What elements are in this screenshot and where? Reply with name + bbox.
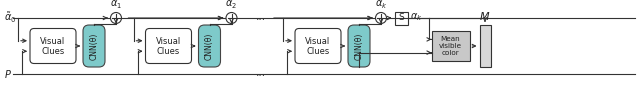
FancyBboxPatch shape (295, 28, 341, 63)
Text: Visual: Visual (305, 37, 331, 46)
Bar (431, 31, 470, 61)
FancyBboxPatch shape (145, 28, 191, 63)
FancyBboxPatch shape (348, 25, 370, 67)
Text: CNN(θ): CNN(θ) (205, 32, 214, 60)
Text: ...: ... (256, 68, 266, 78)
Text: Clues: Clues (42, 46, 65, 56)
Bar (394, 11, 408, 24)
Bar (479, 25, 490, 67)
Text: color: color (442, 50, 460, 56)
Text: Clues: Clues (157, 46, 180, 56)
FancyBboxPatch shape (83, 25, 105, 67)
Text: CNN(θ): CNN(θ) (90, 32, 99, 60)
Text: $\alpha_k$: $\alpha_k$ (410, 11, 422, 23)
FancyBboxPatch shape (30, 28, 76, 63)
Text: $\tilde{\alpha}_1$: $\tilde{\alpha}_1$ (110, 0, 122, 11)
Text: CNN(θ): CNN(θ) (355, 32, 364, 60)
Text: Mean: Mean (441, 36, 460, 42)
Circle shape (376, 12, 387, 23)
Text: Clues: Clues (307, 46, 330, 56)
Circle shape (111, 12, 122, 23)
Text: $P$: $P$ (4, 68, 12, 80)
Text: Visual: Visual (40, 37, 66, 46)
Text: Visual: Visual (156, 37, 181, 46)
Text: ...: ... (256, 12, 266, 22)
Circle shape (226, 12, 237, 23)
Text: visible: visible (439, 43, 462, 49)
Text: $\tilde{\alpha}_0$: $\tilde{\alpha}_0$ (4, 11, 17, 25)
Text: $M$: $M$ (479, 10, 491, 22)
Text: $\tilde{\alpha}_k$: $\tilde{\alpha}_k$ (374, 0, 387, 11)
Text: S: S (398, 14, 404, 23)
FancyBboxPatch shape (198, 25, 221, 67)
Text: $\tilde{\alpha}_2$: $\tilde{\alpha}_2$ (225, 0, 237, 11)
